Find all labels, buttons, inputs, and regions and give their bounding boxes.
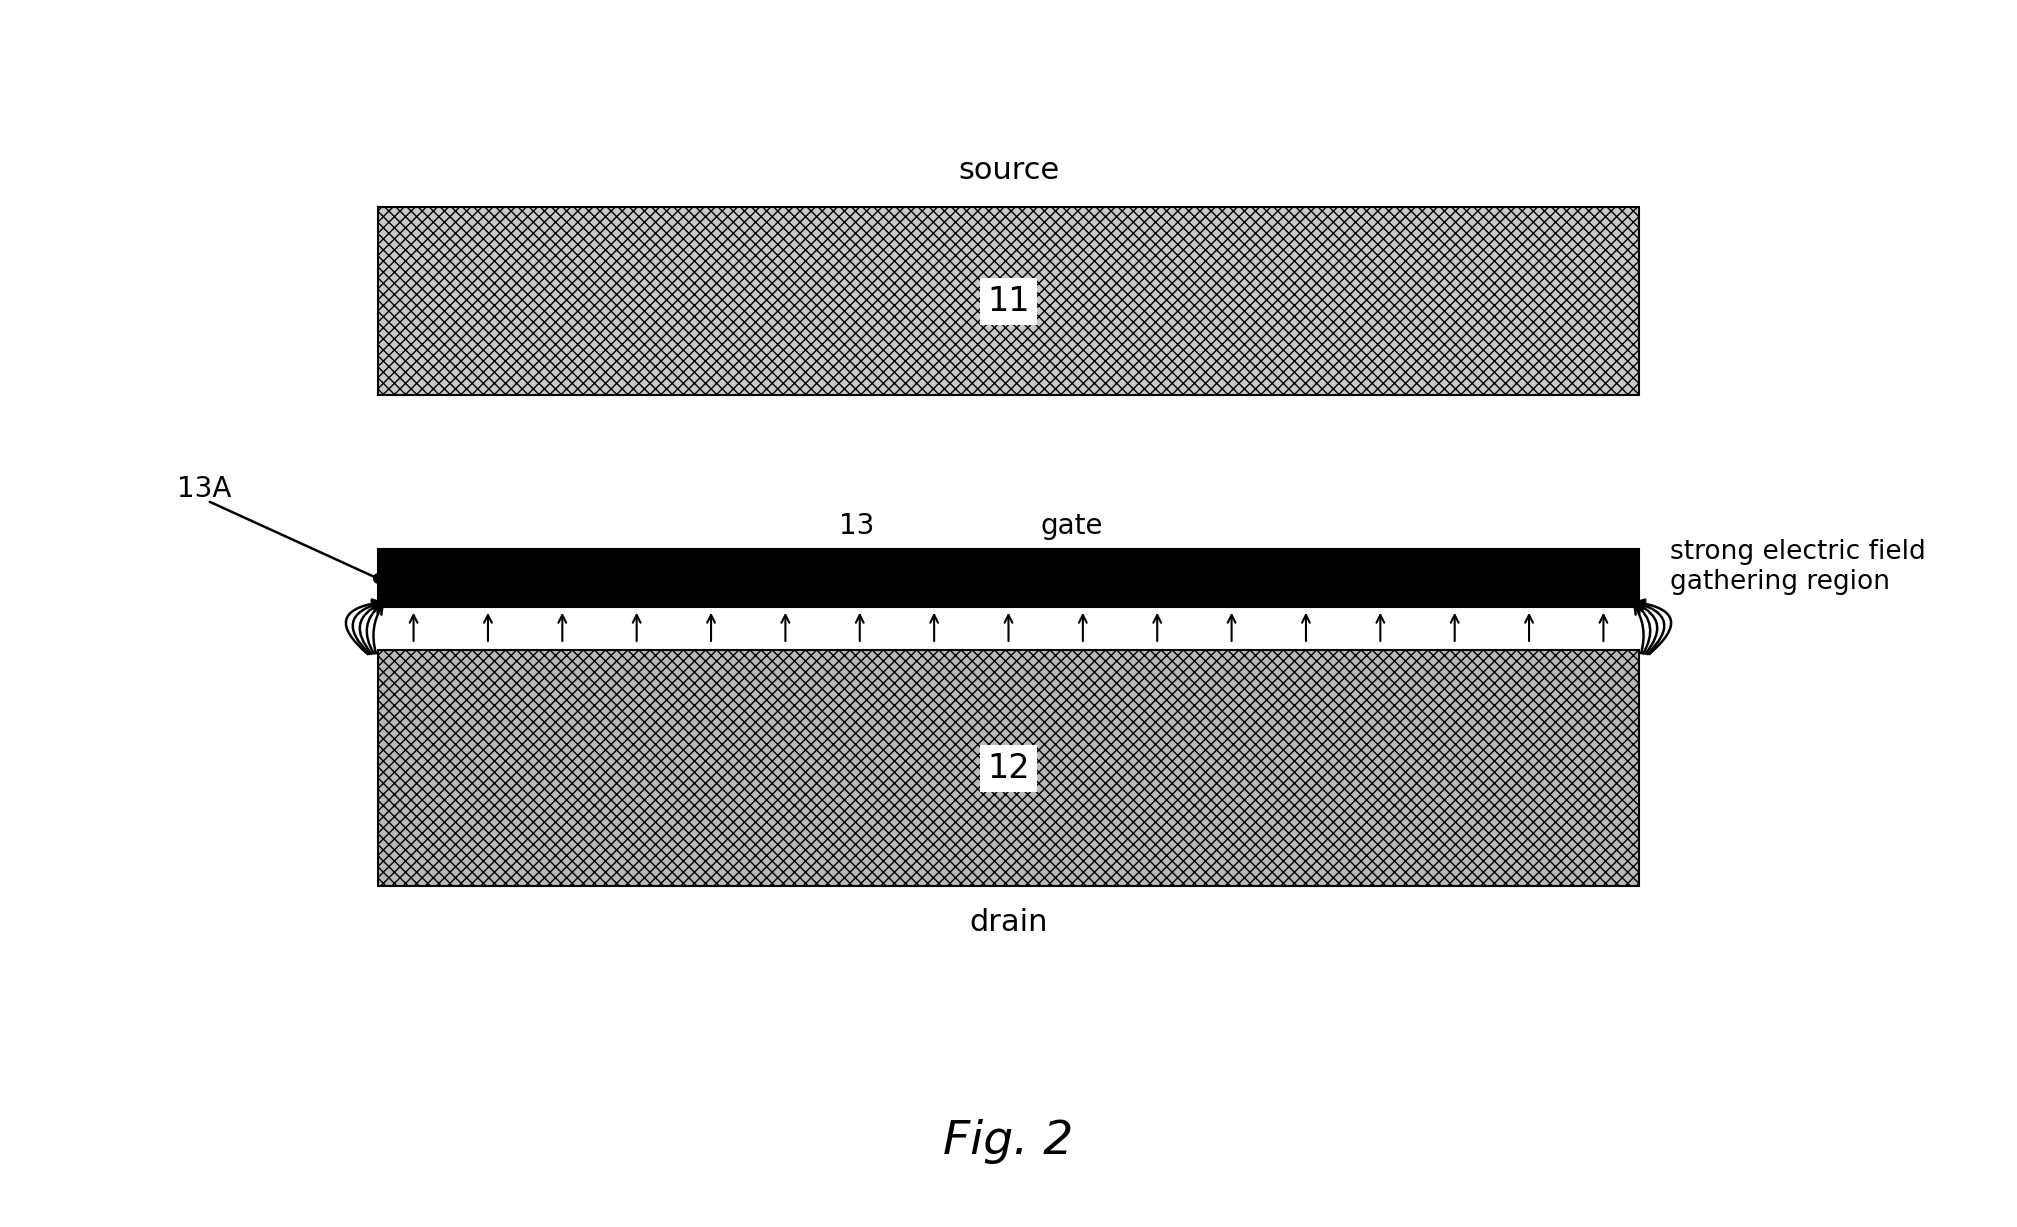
Text: Fig. 2: Fig. 2 [944,1119,1073,1163]
Text: source: source [958,156,1059,185]
Bar [377,550,1640,607]
Bar [377,207,1640,395]
Text: strong electric field
gathering region: strong electric field gathering region [1670,539,1926,595]
Text: 11: 11 [986,285,1031,318]
Text: drain: drain [970,908,1047,937]
Text: 12: 12 [986,752,1031,785]
Bar [377,650,1640,886]
Text: gate: gate [1041,512,1103,540]
Text: 13: 13 [839,512,875,540]
Text: 13A: 13A [177,475,232,503]
